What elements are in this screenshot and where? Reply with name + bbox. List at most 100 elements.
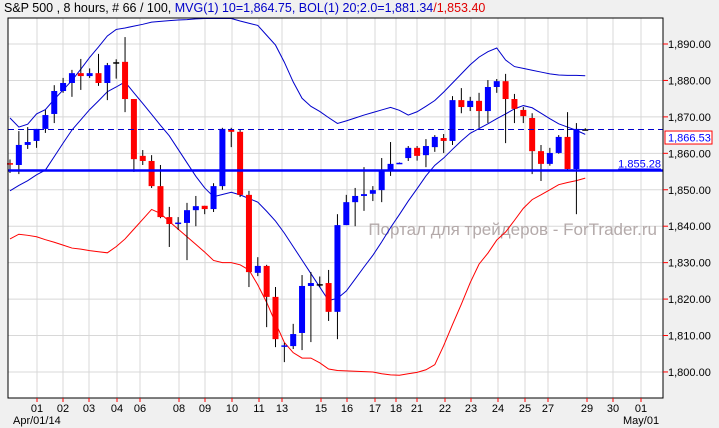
y-axis: 1,800.00 1,810.00 1,820.00 1,830.00 1,840.00…: [663, 39, 711, 379]
candle: [573, 123, 580, 215]
candle-body: [484, 86, 491, 112]
candle: [281, 342, 288, 363]
candle: [396, 162, 403, 165]
candle-body: [201, 205, 208, 210]
candle-body: [24, 142, 31, 145]
candle-body: [529, 117, 536, 152]
y-tick-label: 1,830.00: [668, 258, 711, 270]
candle: [263, 264, 270, 328]
indicator-values: MVG(1) 10=1,864.75, BOL(1) 20;2.0=1,881.…: [174, 1, 434, 15]
candle-body: [166, 217, 173, 225]
candle: [192, 195, 199, 227]
candle: [139, 150, 146, 165]
y-tick-label: 1,800.00: [668, 367, 711, 379]
candle: [334, 214, 341, 340]
candle-body: [148, 160, 155, 187]
candle-body: [511, 99, 518, 109]
candle-body: [175, 222, 182, 225]
candle-body: [15, 144, 22, 165]
candle: [564, 112, 571, 171]
candle: [405, 146, 412, 161]
candle: [51, 85, 58, 124]
candle-body: [387, 163, 394, 171]
x-tick-label: 11: [253, 403, 264, 415]
y-tick-label: 1,810.00: [668, 331, 711, 343]
candle-body: [493, 81, 500, 87]
candle-body: [396, 162, 403, 165]
candle-body: [60, 82, 67, 92]
candle: [493, 78, 500, 93]
candle: [343, 194, 350, 226]
candle: [449, 96, 456, 145]
x-tick-label: 10: [226, 403, 238, 415]
candle: [77, 58, 84, 90]
candle-body: [51, 91, 58, 114]
candle: [15, 131, 22, 175]
candle: [210, 183, 217, 212]
x-tick-label: 23: [465, 403, 477, 415]
price-lines: 1,855.28 1,866.53: [8, 129, 713, 172]
candle: [228, 127, 235, 148]
candle-body: [307, 283, 314, 286]
candle-body: [228, 129, 235, 132]
candle: [546, 147, 553, 166]
chart-header: S&P 500 , 8 hours, # 66 / 100, MVG(1) 10…: [4, 1, 485, 15]
candle-body: [369, 190, 376, 194]
candle: [157, 164, 164, 219]
x-tick-label: 27: [542, 403, 554, 415]
candle: [352, 187, 359, 227]
candle-body: [42, 115, 49, 129]
candle-body: [254, 265, 261, 273]
candle-body: [7, 163, 13, 165]
candle: [361, 167, 367, 211]
plot-border: [7, 17, 664, 399]
candle-body: [33, 128, 40, 141]
x-tick-label: 24: [492, 403, 504, 415]
candle-body: [245, 194, 252, 273]
indicator-lines: [9, 17, 586, 376]
candle: [476, 92, 483, 128]
x-axis: 01 02 03 04 06 08 09 10 11 13 15 16 17 18 21 22 23 24 25 27…: [31, 398, 647, 415]
candle-body: [546, 152, 553, 164]
candle-body: [219, 128, 226, 187]
candle: [555, 135, 562, 154]
candle-body: [139, 155, 146, 161]
candle-body: [299, 285, 306, 333]
candle: [272, 287, 279, 348]
candle: [104, 62, 111, 101]
candle-body: [414, 147, 421, 156]
candle-body: [316, 284, 323, 286]
x-tick-label: 08: [173, 403, 185, 415]
candles: [7, 37, 589, 363]
candle-body: [467, 100, 474, 108]
candle-body: [263, 265, 270, 297]
candle-body: [281, 345, 288, 347]
candle-body: [555, 136, 562, 153]
candle-body: [422, 146, 429, 156]
candle: [254, 257, 261, 277]
candle-body: [440, 138, 447, 141]
x-tick-label: 16: [341, 403, 353, 415]
candle: [68, 69, 75, 97]
x-tick-label: 01: [31, 403, 43, 415]
candle: [369, 186, 376, 202]
candle: [237, 129, 244, 198]
watermark: Портал для трейдеров - ForTrader.ru: [368, 220, 657, 239]
x-tick-label: 18: [390, 403, 402, 415]
y-tick-label: 1,850.00: [668, 185, 711, 197]
candle: [414, 146, 421, 161]
x-start-label: Apr/01/14: [13, 415, 61, 427]
candle: [60, 77, 67, 93]
candle-body: [361, 194, 367, 196]
candle-body: [122, 61, 129, 100]
candle-body: [334, 225, 341, 312]
candle: [440, 134, 447, 153]
candle-body: [210, 186, 217, 210]
candle-body: [86, 73, 93, 77]
candle: [122, 37, 129, 113]
candle: [431, 135, 438, 152]
x-end-label: May/01: [623, 415, 659, 427]
candle: [113, 59, 120, 79]
candle-body: [582, 129, 589, 131]
